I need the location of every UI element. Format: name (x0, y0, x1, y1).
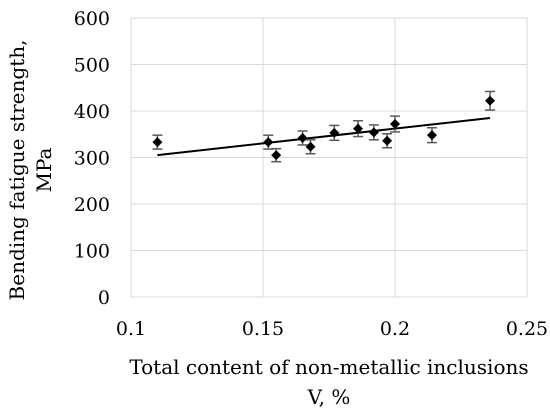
y-axis-title: Bending fatigue strength, MPa (5, 40, 56, 301)
data-point-diamond (426, 130, 437, 141)
y-tick-label: 600 (74, 8, 110, 30)
data-point-diamond (368, 127, 379, 138)
data-point-diamond (271, 150, 282, 161)
x-axis-title-line-1: Total content of non-metallic inclusions (129, 355, 528, 379)
data-point-diamond (297, 132, 308, 143)
y-tick-label: 400 (74, 101, 110, 123)
y-tick-label: 200 (74, 194, 110, 216)
grid-lines (130, 17, 528, 298)
y-tick-labels: 0 100 200 300 400 500 600 (74, 8, 110, 309)
data-point-diamond (390, 119, 400, 130)
data-point-diamond (152, 137, 163, 148)
x-tick-labels: 0.1 0.15 0.2 0.25 (116, 318, 548, 340)
plot-area-border (130, 17, 528, 298)
y-axis-title-line-1: Bending fatigue strength, (5, 40, 29, 301)
error-bars (152, 90, 496, 163)
data-point-diamond (353, 123, 364, 134)
data-point-diamond (263, 137, 274, 148)
x-tick-label: 0.2 (380, 318, 410, 340)
y-axis-title-line-2: MPa (32, 147, 56, 192)
x-tick-label: 0.1 (116, 318, 146, 340)
trendline (157, 116, 491, 157)
y-tick-label: 100 (74, 241, 110, 263)
x-tick-label: 0.25 (506, 318, 548, 340)
trendline-group (157, 116, 491, 157)
data-point-diamond (329, 127, 340, 138)
data-point-diamond (485, 95, 496, 106)
x-axis-title-line-2: V, % (307, 385, 351, 409)
x-tick-label: 0.15 (242, 318, 284, 340)
data-point-diamond (305, 141, 316, 152)
y-tick-label: 300 (74, 148, 110, 170)
y-tick-label: 500 (74, 55, 110, 77)
data-point-diamond (382, 135, 393, 146)
y-tick-label: 0 (98, 287, 110, 309)
data-markers (152, 95, 496, 161)
x-axis-title: Total content of non-metallic inclusions… (129, 355, 528, 409)
